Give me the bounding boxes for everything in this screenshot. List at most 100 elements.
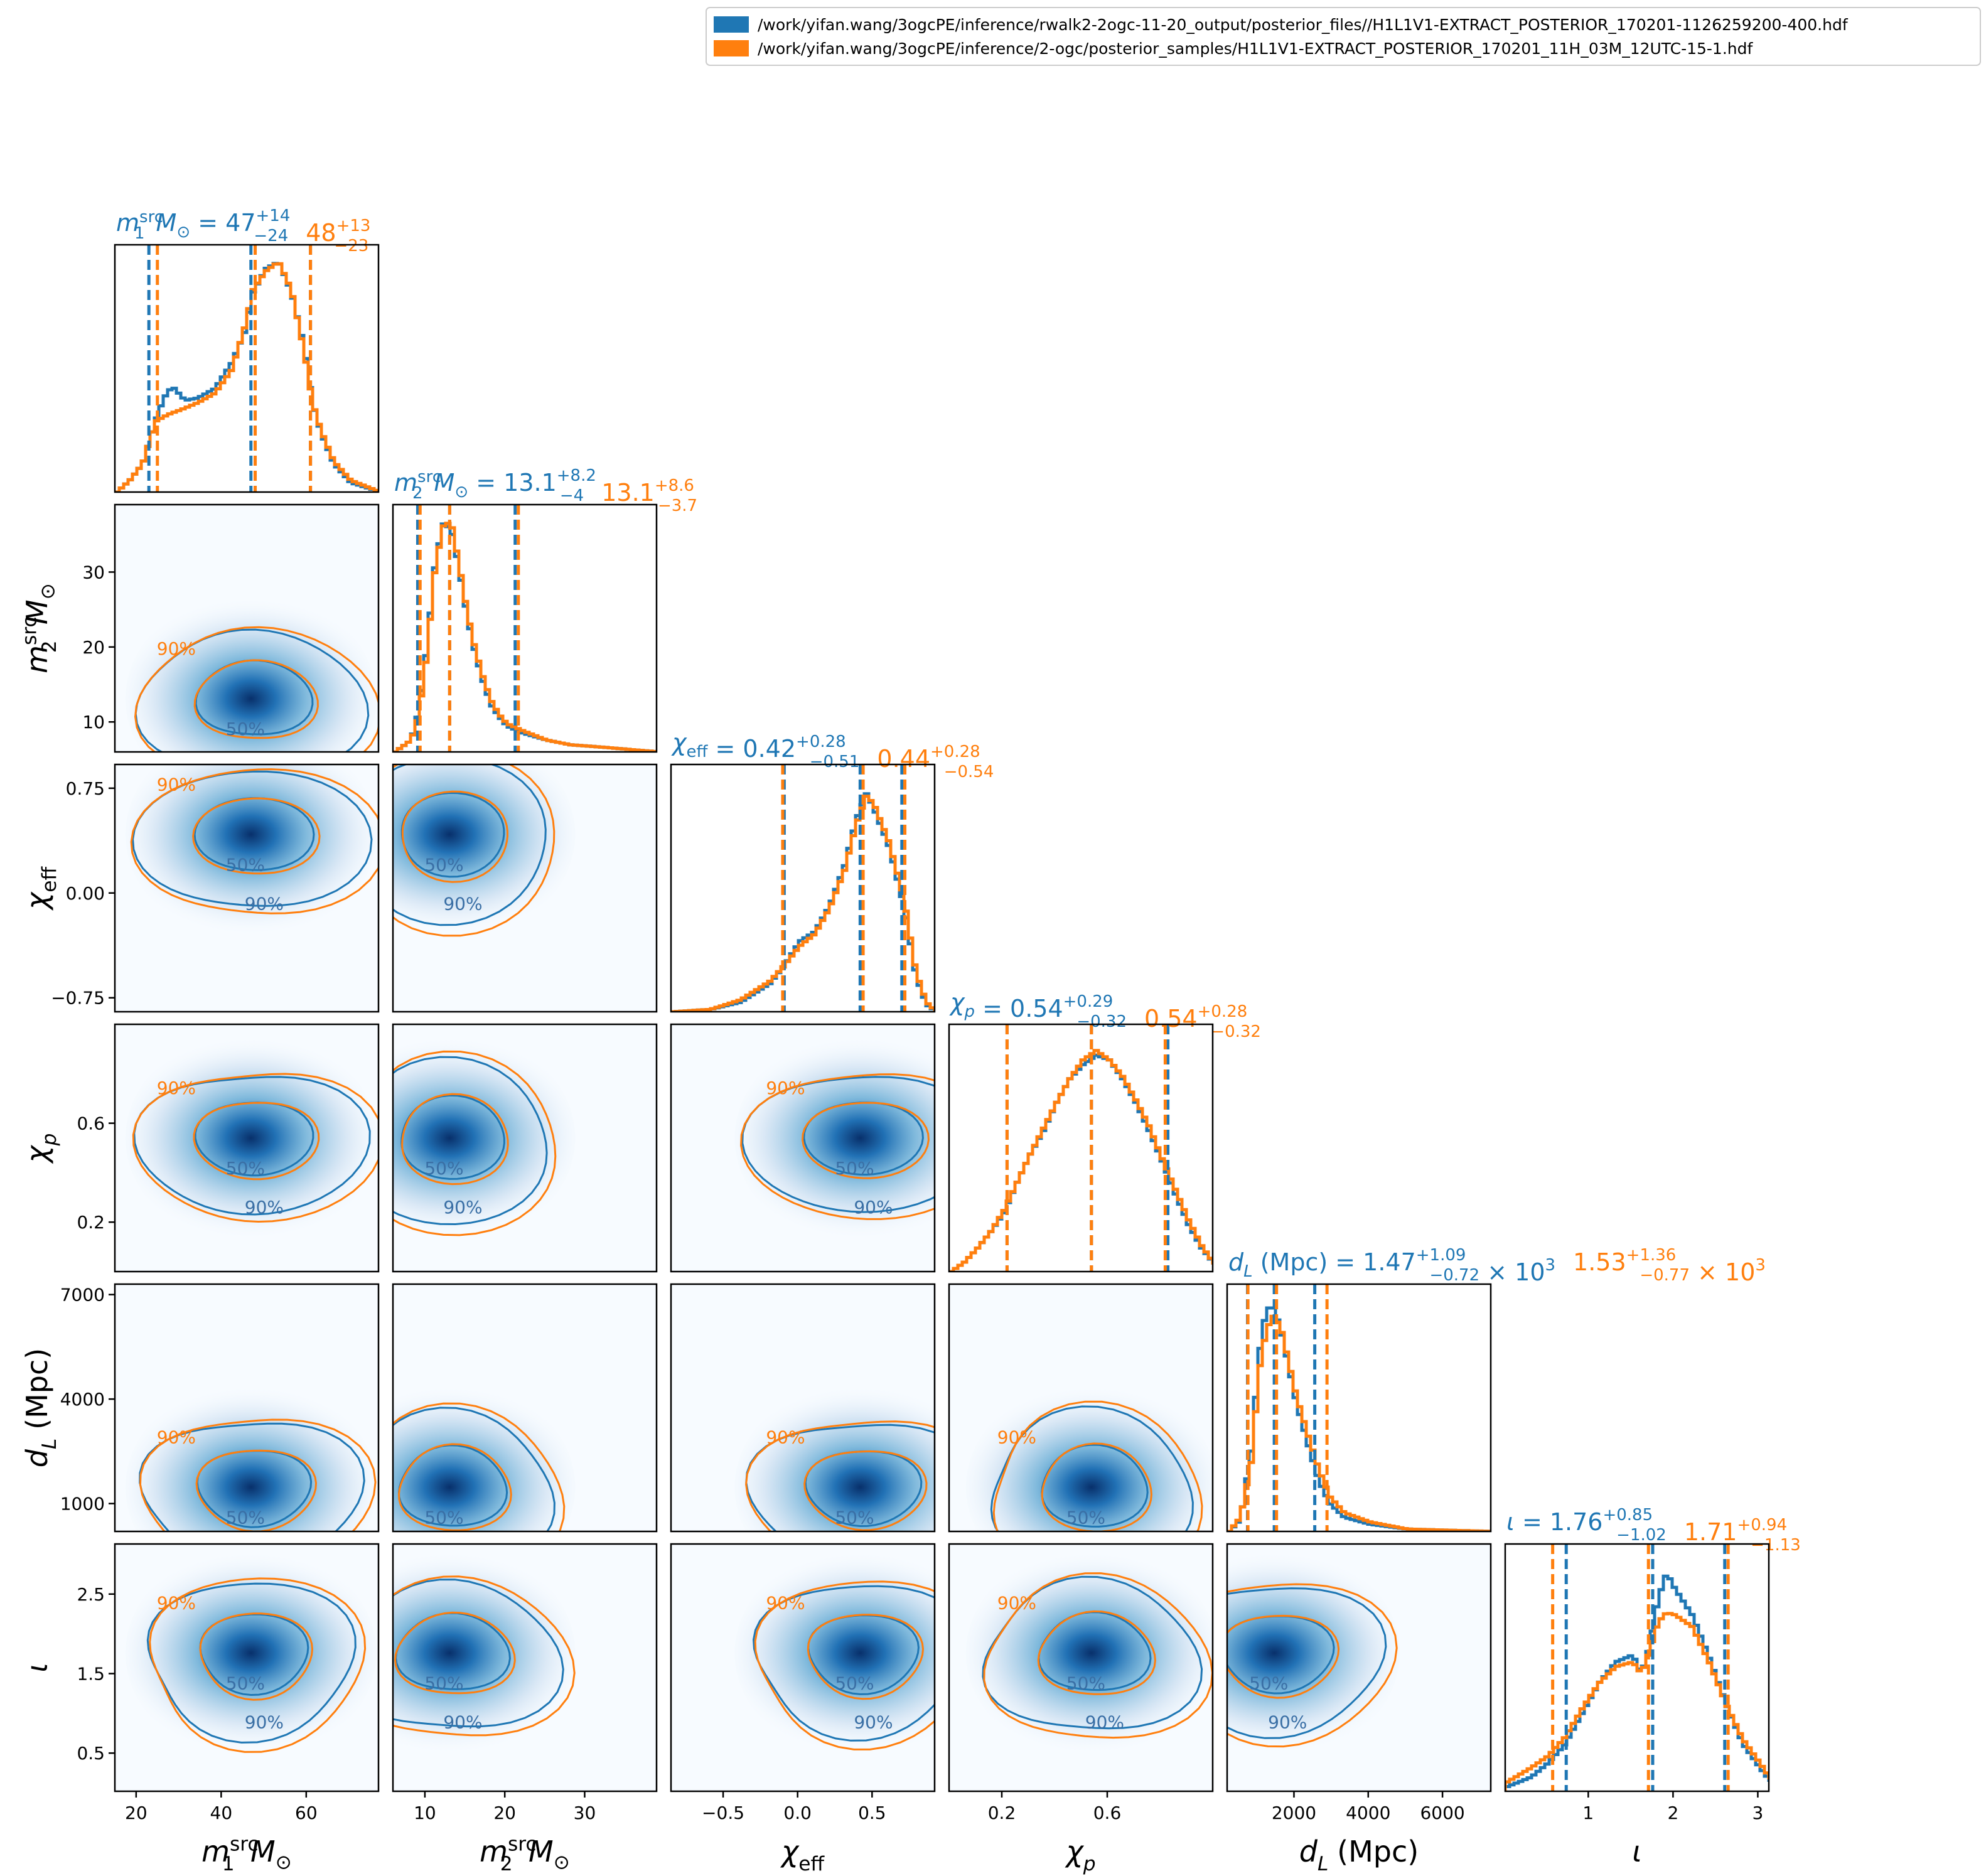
title-median-orange: 13.1 <box>601 479 655 507</box>
panel-title: dL (Mpc) = 1.47+1.09 −0.72 × 103 1.53+1.36… <box>1228 1246 1766 1286</box>
contour-90-orange <box>149 1577 367 1753</box>
label-base: d <box>20 1449 54 1467</box>
title-plus-orange: +8.6 <box>655 476 694 495</box>
contour-90-blue <box>393 1407 556 1531</box>
histogram-panel-chi_p: χp = 0.54+0.29 −0.32 0.54+0.28 −0.32 <box>948 989 1261 1273</box>
y-tick-label: 30 <box>82 562 105 582</box>
title-plus-orange: +0.94 <box>1737 1516 1787 1535</box>
contour-label-50: 50% <box>226 854 265 875</box>
histogram-panel-m1: msrc 1 M⊙ = 47+14 −24 48+13 −23 <box>114 206 380 493</box>
title-sub: 2 <box>412 484 423 503</box>
kde-panel-chi_eff-dL: 50%90%90% <box>670 1283 936 1533</box>
title-median-blue: 0.42 <box>743 735 796 763</box>
contour-50-orange <box>801 1101 930 1179</box>
x-tick-label: −0.5 <box>702 1803 744 1823</box>
contour-50-orange <box>193 659 319 739</box>
label-base: ι <box>20 1663 54 1673</box>
panel-title: χeff = 0.42+0.28 −0.51 0.44+0.28 −0.54 <box>671 729 994 781</box>
y-tick-label: 10 <box>82 712 105 732</box>
density-cloud <box>734 1546 935 1760</box>
label-sub: L <box>38 1439 61 1449</box>
title-orange: 1.71+0.94 −1.13 <box>1684 1516 1801 1555</box>
title-symbol: d <box>1228 1248 1244 1276</box>
contour-label-90: 90% <box>245 893 284 914</box>
label-unit: M <box>529 1835 554 1868</box>
title-plus-orange: +13 <box>336 217 371 235</box>
label-sub: L <box>1318 1853 1328 1875</box>
title-eq: = <box>190 209 225 237</box>
density-cloud <box>734 1031 935 1245</box>
y-axis-label: msrc2 M⊙ <box>19 583 61 673</box>
x-tick-label: 0.6 <box>1093 1803 1122 1823</box>
title-blue: ι = 1.76+0.85 −1.02 <box>1506 1506 1667 1545</box>
contour-90-blue <box>393 1579 564 1728</box>
contour-50-orange <box>401 1093 509 1186</box>
contour-90-blue <box>982 1575 1203 1730</box>
contour-50-orange <box>1037 1610 1156 1695</box>
contour-label-90: 90% <box>443 893 482 914</box>
contour-90-orange <box>992 1400 1203 1531</box>
histogram-blue <box>949 1053 1213 1272</box>
panel-frame <box>670 763 936 1013</box>
title-unit-sub: ⊙ <box>454 483 468 501</box>
contour-90-orange <box>134 626 378 752</box>
title-median-orange: 0.44 <box>877 745 930 773</box>
histogram-orange <box>949 1049 1213 1272</box>
histogram-blue <box>393 522 657 752</box>
panel-frame <box>392 503 658 753</box>
legend-label: /work/yifan.wang/3ogcPE/inference/2-ogc/… <box>758 40 1753 58</box>
contour-label-50: 50% <box>424 1158 463 1179</box>
contour-label-90: 90% <box>1085 1712 1124 1733</box>
title-minus-orange: −1.13 <box>1751 1536 1801 1555</box>
kde-panel-m2-dL: 50%90%90% <box>392 1283 658 1533</box>
title-minus-blue: −1.02 <box>1616 1526 1667 1545</box>
title-plus-blue: +14 <box>256 206 291 225</box>
x-tick-label: 10 <box>414 1803 436 1823</box>
kde-panel-chi_p-dL: 50%90%90% <box>948 1283 1214 1533</box>
x-tick-label: 0.0 <box>783 1803 812 1823</box>
contour-label-50: 50% <box>1249 1673 1288 1694</box>
panel-frame <box>670 1023 936 1273</box>
x-axis-label: χp <box>1064 1835 1095 1875</box>
panel-frame <box>948 1023 1214 1273</box>
panel-frame <box>670 1543 936 1793</box>
contour-90-orange <box>983 1572 1213 1739</box>
panel-frame <box>670 1283 936 1533</box>
contour-50-orange <box>199 1612 314 1701</box>
contour-90-blue <box>741 1076 935 1213</box>
contour-label-50: 50% <box>1066 1508 1105 1528</box>
legend-frame <box>706 7 1981 66</box>
contour-label-50: 50% <box>835 1158 874 1179</box>
x-tick-label: 0.5 <box>858 1803 886 1823</box>
histogram-orange <box>115 262 378 492</box>
kde-panel-m2-chi_eff: 50% 90% 90% <box>392 763 658 1013</box>
label-base: χ <box>1064 1835 1084 1868</box>
panel-frame <box>1504 1543 1770 1793</box>
x-tick-label: 60 <box>295 1803 318 1823</box>
legend: /work/yifan.wang/3ogcPE/inference/rwalk2… <box>706 7 1981 66</box>
kde-panel-chi_eff-iota: 50% 90% 90% −0.5 0.0 0.5 χeff <box>670 1543 936 1875</box>
contour-label-90: 90% <box>443 1197 482 1218</box>
title-orange: 0.54+0.28 −0.32 <box>1144 1002 1261 1041</box>
x-tick-label: 30 <box>574 1803 596 1823</box>
title-median-blue: 47 <box>225 209 255 237</box>
panel-frame <box>114 1543 380 1793</box>
kde-panel-m1-chi_eff: 50% 90% 90% −0.75 0.00 0.75 χeff <box>20 763 380 1013</box>
contour-label-90-orange: 90% <box>157 1078 196 1098</box>
contour-label-50: 50% <box>226 1673 265 1694</box>
density-cloud <box>125 592 377 752</box>
title-unit: M <box>434 469 455 496</box>
contour-90-orange <box>740 1073 935 1220</box>
title-plus-orange: +1.36 <box>1626 1246 1677 1265</box>
panel-title: χp = 0.54+0.29 −0.32 0.54+0.28 −0.32 <box>949 989 1261 1041</box>
x-axis-label: ι <box>1632 1835 1642 1868</box>
contour-label-90-orange: 90% <box>997 1593 1036 1614</box>
title-exp-orange: 3 <box>1755 1256 1766 1275</box>
panel-frame <box>114 503 380 753</box>
title-median-blue: 1.76 <box>1550 1508 1603 1536</box>
contour-50-orange <box>807 1614 925 1700</box>
contour-label-90-orange: 90% <box>766 1593 805 1614</box>
